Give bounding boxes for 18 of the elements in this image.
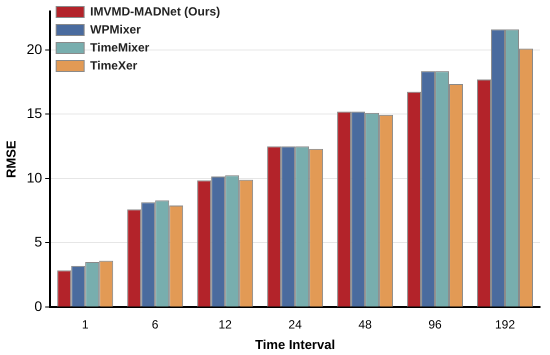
legend-label: IMVMD-MADNet (Ours) [90,4,220,18]
x-tick-label: 1 [82,318,89,332]
x-tick-label: 24 [288,318,302,332]
x-tick-label: 12 [218,318,232,332]
y-tick-label: 0 [34,298,42,314]
y-tick-label: 5 [34,234,42,250]
y-axis-title: RMSE [3,140,18,178]
y-tick-label: 15 [26,105,42,122]
x-tick-label: 192 [494,318,516,332]
x-tick-label: 48 [358,318,372,332]
y-tick-label: 20 [26,40,42,57]
legend-label: TimeMixer [90,40,150,54]
legend-label: WPMixer [90,22,142,36]
legend-label: TimeXer [90,58,138,72]
x-tick-label: 6 [152,318,159,332]
x-tick-label: 96 [428,318,442,332]
x-axis-title: Time Interval [255,336,336,352]
y-tick-label: 10 [26,169,42,186]
